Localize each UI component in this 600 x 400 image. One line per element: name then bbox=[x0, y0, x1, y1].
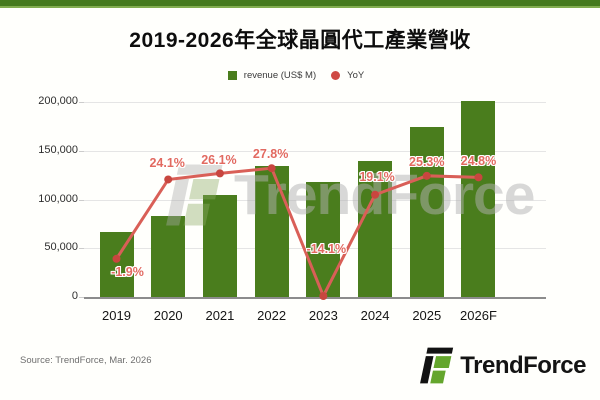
x-axis-label-2026F: 2026F bbox=[460, 308, 497, 323]
y-axis-tick bbox=[79, 102, 84, 103]
yoy-label-2022: 27.8% bbox=[252, 147, 289, 162]
x-axis-label-2023: 2023 bbox=[308, 308, 338, 323]
yoy-label-2026F: 24.8% bbox=[460, 154, 497, 169]
revenue-bar-2021 bbox=[202, 194, 237, 297]
source-note: Source: TrendForce, Mar. 2026 bbox=[20, 355, 152, 366]
revenue-legend-label: revenue (US$ M) bbox=[243, 70, 317, 81]
yoy-label-2019: -1.9% bbox=[111, 264, 144, 279]
chart-title: 2019-2026年全球晶圓代工產業營收 bbox=[129, 29, 471, 52]
yoy-legend-label: YoY bbox=[347, 70, 365, 81]
y-axis-tick bbox=[79, 297, 84, 298]
x-axis-label-2025: 2025 bbox=[412, 308, 442, 323]
x-axis-label-2020: 2020 bbox=[153, 308, 183, 323]
x-axis-label-2021: 2021 bbox=[205, 308, 235, 323]
yoy-label-2024: 19.1% bbox=[359, 169, 395, 184]
y-axis-tick bbox=[79, 199, 84, 201]
trendforce-logo-text: TrendForce bbox=[460, 351, 586, 379]
gridline bbox=[84, 102, 546, 103]
y-axis-label: 150,000 bbox=[38, 143, 78, 156]
x-axis-label-2024: 2024 bbox=[360, 308, 390, 323]
x-axis-line bbox=[84, 297, 546, 299]
yoy-label-2025: 25.3% bbox=[409, 154, 445, 169]
y-axis-label: 0 bbox=[71, 290, 78, 302]
revenue-bar-2023 bbox=[306, 182, 341, 297]
revenue-bar-2022 bbox=[254, 165, 289, 297]
yoy-label-2020: 24.1% bbox=[149, 156, 185, 171]
trendforce-logo-icon bbox=[420, 347, 454, 384]
y-axis-label: 50,000 bbox=[44, 241, 78, 254]
y-axis-label: 100,000 bbox=[38, 192, 78, 205]
y-axis-label: 200,000 bbox=[38, 95, 78, 107]
top-banner bbox=[0, 0, 600, 8]
revenue-legend-swatch-icon bbox=[227, 71, 237, 80]
revenue-bar-2025 bbox=[409, 127, 444, 297]
plot-area bbox=[84, 101, 546, 297]
revenue-bar-2026F bbox=[461, 101, 496, 297]
x-axis-label-2019: 2019 bbox=[102, 308, 131, 323]
yoy-label-2021: 26.1% bbox=[201, 153, 237, 168]
gridline bbox=[84, 150, 546, 152]
trendforce-logo: TrendForce bbox=[420, 347, 586, 384]
revenue-bar-2020 bbox=[151, 216, 186, 297]
yoy-label-2023: -14.1% bbox=[306, 241, 347, 256]
x-axis-label-2022: 2022 bbox=[257, 308, 287, 323]
legend: revenue (US$ M) YoY bbox=[0, 70, 600, 81]
y-axis-tick bbox=[79, 248, 84, 250]
yoy-legend-swatch-icon bbox=[331, 71, 341, 80]
y-axis-tick bbox=[79, 150, 84, 152]
